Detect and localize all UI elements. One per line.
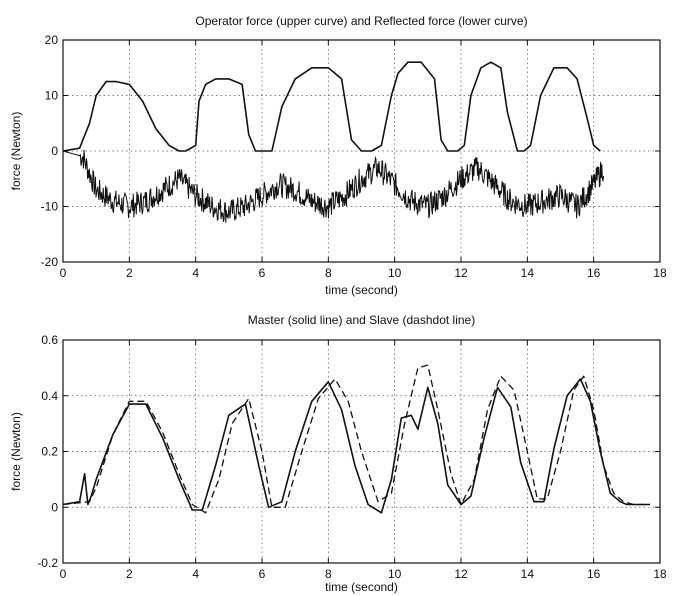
x-tick-label: 2 <box>126 567 133 581</box>
x-tick-label: 8 <box>325 266 332 280</box>
y-tick-label: -20 <box>41 255 59 269</box>
x-tick-label: 12 <box>454 567 468 581</box>
x-tick-label: 6 <box>259 567 266 581</box>
y-tick-label: 0 <box>51 500 58 514</box>
chart-title: Master (solid line) and Slave (dashdot l… <box>248 313 475 327</box>
y-tick-label: 10 <box>45 89 59 103</box>
x-axis-label: time (second) <box>325 580 398 594</box>
x-tick-label: 8 <box>325 567 332 581</box>
y-axis-label: force (Newton) <box>9 412 23 491</box>
y-tick-label: 0.4 <box>41 389 58 403</box>
series-line-0 <box>62 61 601 152</box>
y-tick-label: 0.6 <box>41 333 58 347</box>
x-tick-label: 16 <box>587 567 601 581</box>
chart-operator-reflected-force: 0 2 4 6 8 10 12 14 16 18 -20 -10 0 10 20 Operator force… <box>9 14 667 297</box>
series-line-0 <box>62 378 650 514</box>
x-tick-label: 10 <box>388 567 402 581</box>
x-tick-label: 6 <box>259 266 266 280</box>
series-line-1 <box>62 149 605 223</box>
x-tick-label: 0 <box>60 567 67 581</box>
x-tick-label: 14 <box>521 266 535 280</box>
x-tick-label: 10 <box>388 266 402 280</box>
y-tick-label: -0.2 <box>37 556 58 570</box>
x-tick-label: 14 <box>521 567 535 581</box>
x-tick-label: 4 <box>192 266 199 280</box>
x-tick-label: 2 <box>126 266 133 280</box>
y-tick-label: -10 <box>41 200 59 214</box>
x-tick-label: 16 <box>587 266 601 280</box>
x-tick-label: 0 <box>60 266 67 280</box>
x-tick-label: 18 <box>653 266 667 280</box>
x-tick-label: 12 <box>454 266 468 280</box>
y-tick-label: 0 <box>51 144 58 158</box>
x-tick-label: 18 <box>653 567 667 581</box>
y-tick-label: 20 <box>45 33 59 47</box>
y-tick-label: 0.2 <box>41 445 58 459</box>
x-axis-label: time (second) <box>325 283 398 297</box>
x-tick-label: 4 <box>192 567 199 581</box>
y-axis-label: force (Newton) <box>9 112 23 191</box>
series-line-1 <box>62 364 650 514</box>
chart-title: Operator force (upper curve) and Reflect… <box>195 14 527 28</box>
